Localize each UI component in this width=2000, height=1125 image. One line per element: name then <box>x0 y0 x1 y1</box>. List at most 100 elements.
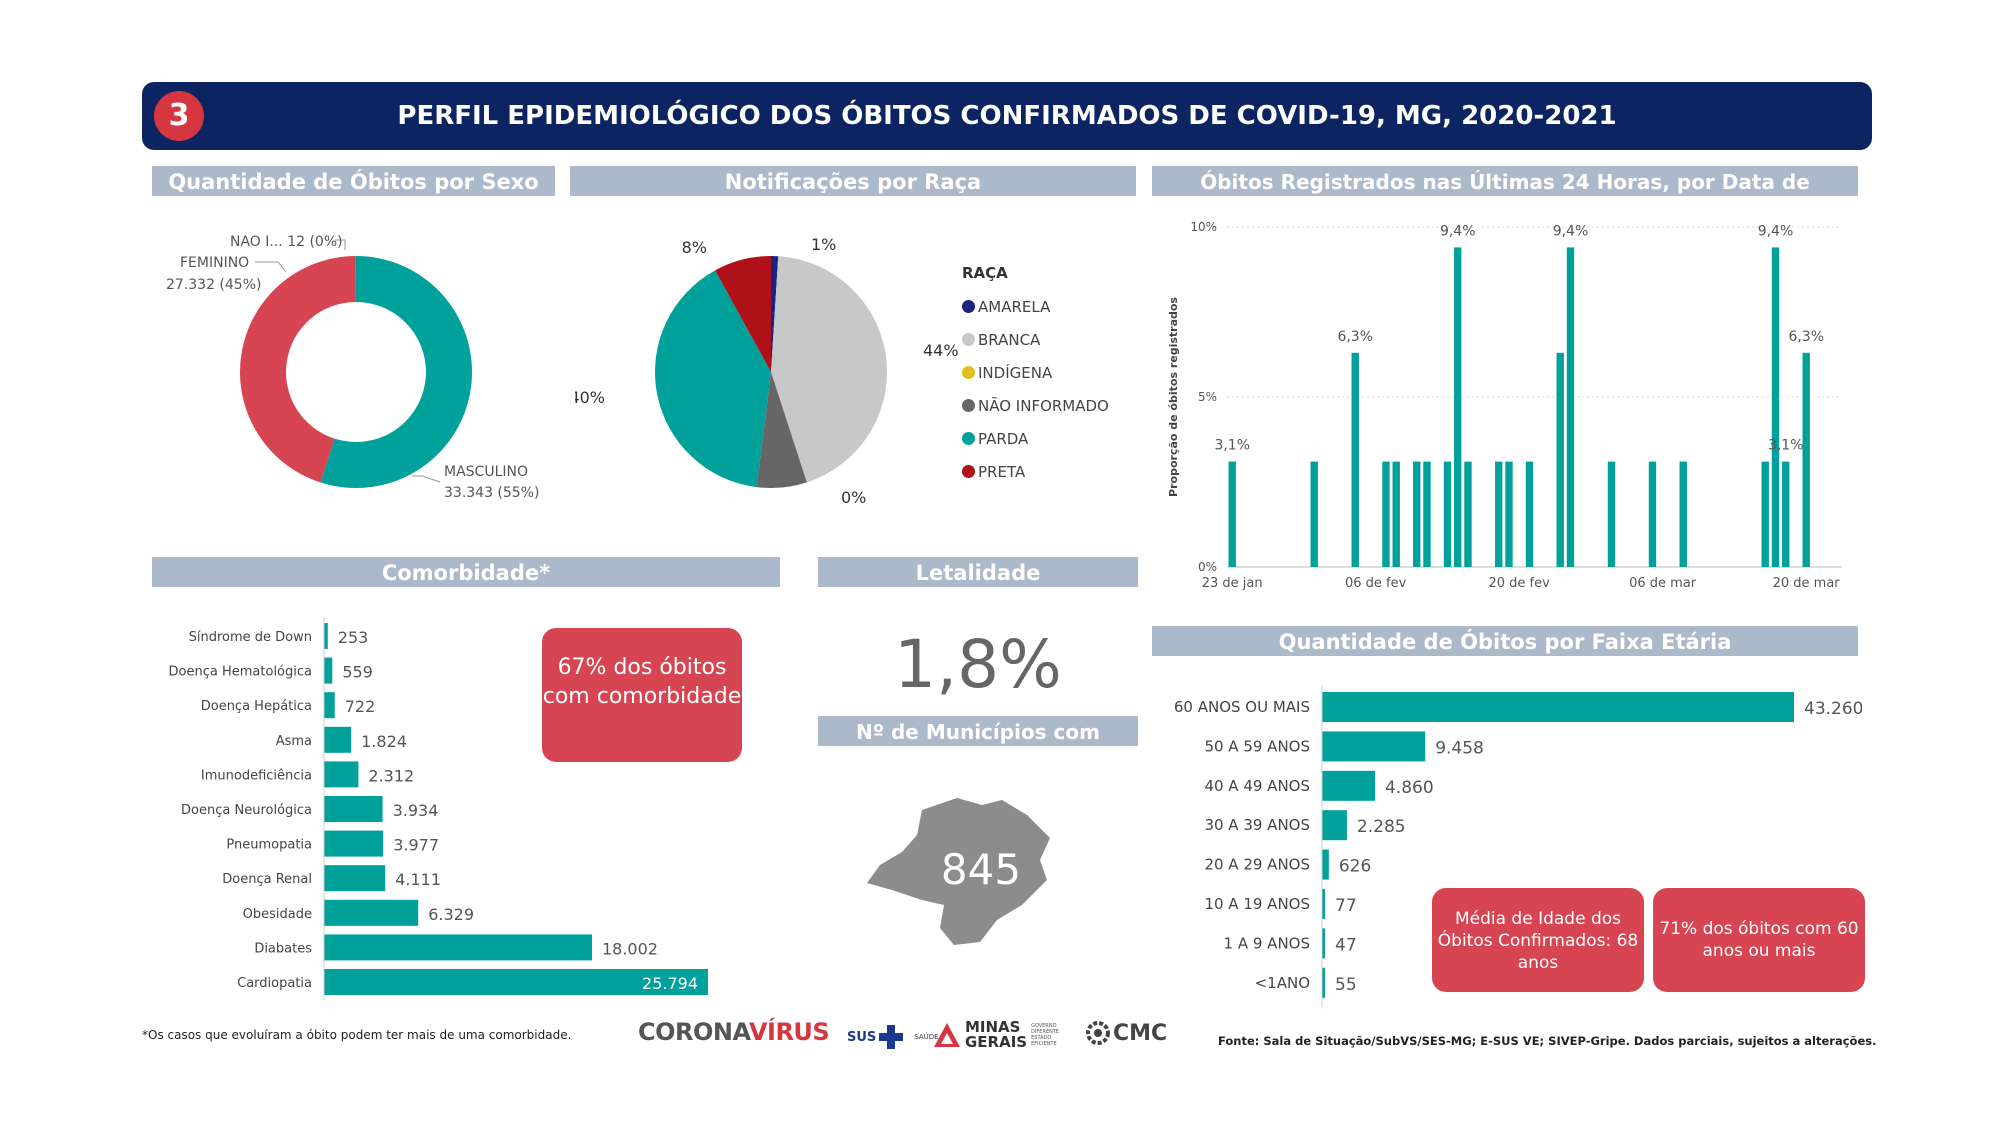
comorbidade-value-label: 1.824 <box>361 732 407 751</box>
faixa-etaria-category-label: 1 A 9 ANOS <box>1224 934 1310 952</box>
raca-pie-chart: 1% 44% 0% 40% 8% <box>575 235 959 507</box>
ultimas24h-bar <box>1607 461 1616 567</box>
ultimas24h-bar <box>1525 461 1534 567</box>
sexo-masculino-label: MASCULINO <box>444 464 528 480</box>
raca-slice-4 <box>655 270 771 488</box>
faixa-etaria-category-label: 30 A 39 ANOS <box>1204 816 1310 834</box>
faixa-etaria-value-label: 47 <box>1335 935 1357 955</box>
faixa-etaria-category-label: <1ANO <box>1255 974 1310 992</box>
comorbidade-bar <box>324 969 708 995</box>
faixa-etaria-value-label: 43.260 <box>1804 699 1862 719</box>
sexo-nao-informado-label: NAO I... 12 (0%) <box>230 234 343 250</box>
raca-slice-label: 0% <box>841 488 866 507</box>
raca-legend: AMARELA BRANCA INDÍGENA NÃO INFORMADO PARDA P… <box>962 290 1109 488</box>
legend-dot-icon <box>962 366 975 379</box>
data-source: Fonte: Sala de Situação/SubVS/SES-MG; E-… <box>1218 1034 1877 1048</box>
comorbidade-bar <box>324 796 383 822</box>
comorbidade-bar <box>324 692 335 719</box>
comorbidade-category-label: Obesidade <box>243 907 312 922</box>
raca-legend-item: PARDA <box>962 422 1109 455</box>
ultimas24h-bar-label: 9,4% <box>1758 223 1794 239</box>
comorbidade-bar <box>324 623 328 649</box>
raca-slice-label: 1% <box>811 235 836 254</box>
sexo-donut-chart <box>240 239 472 488</box>
cmc-logo: CMC <box>1085 1020 1167 1046</box>
comorbidade-value-label: 6.329 <box>428 905 474 924</box>
page-title: PERFIL EPIDEMIOLÓGICO DOS ÓBITOS CONFIRM… <box>397 101 1617 131</box>
sus-logo-text: SUS <box>847 1029 877 1045</box>
ultimas24h-bar <box>1351 352 1359 567</box>
ultimas24h-section-title: Óbitos Registrados nas Últimas 24 Horas,… <box>1152 166 1858 226</box>
comorbidade-footnote: *Os casos que evoluíram a óbito podem te… <box>142 1028 572 1042</box>
ultimas24h-bar <box>1228 461 1236 567</box>
comorbidade-category-label: Doença Hepática <box>201 699 312 714</box>
ultimas24h-bar <box>1802 352 1810 567</box>
raca-slice-0 <box>771 256 779 372</box>
ultimas24h-bar-label: 9,4% <box>1440 223 1476 239</box>
sexo-feminino-label: FEMININO <box>180 255 250 271</box>
minas-gerais-map-icon <box>867 798 1050 945</box>
legend-dot-icon <box>962 432 975 445</box>
comorbidade-value-label: 722 <box>345 697 376 716</box>
sus-logo: SUS SAÚDE <box>847 1024 939 1050</box>
coronavirus-logo-corona: CORONA <box>638 1018 749 1046</box>
raca-slice-label: 44% <box>923 341 959 360</box>
acima60-box: 71% dos óbitos com 60 anos ou mais <box>1653 888 1865 992</box>
comorbidade-category-label: Síndrome de Down <box>189 630 312 645</box>
faixa-section-title: Quantidade de Óbitos por Faixa Etária <box>1152 626 1858 656</box>
ultimas24h-bar <box>1782 461 1790 567</box>
comorbidade-category-label: Doença Neurológica <box>181 803 312 818</box>
comorbidade-category-label: Doença Renal <box>222 872 312 887</box>
comorbidade-bar <box>324 865 386 892</box>
raca-legend-label: PARDA <box>978 429 1029 448</box>
comorbidade-category-label: Pneumopatia <box>226 838 312 853</box>
comorbidade-highlight-box: 67% dos óbitos com comorbidade <box>542 628 742 762</box>
faixa-etaria-bar <box>1322 731 1426 762</box>
raca-section-title: Notificações por Raça <box>570 166 1136 196</box>
raca-legend-label: NÃO INFORMADO <box>978 396 1109 415</box>
media-idade-text: Média de Idade dos Óbitos Confirmados: 6… <box>1437 909 1639 973</box>
comorbidade-value-label: 2.312 <box>368 766 414 785</box>
comorbidade-bar <box>324 657 333 684</box>
nao-informado-leader <box>335 239 346 250</box>
ultimas24h-bar-label: 6,3% <box>1788 329 1824 345</box>
comorbidade-bar <box>324 830 384 857</box>
ultimas24h-bar <box>1464 461 1472 567</box>
faixa-etaria-bar <box>1322 928 1325 959</box>
raca-legend-item: NÃO INFORMADO <box>962 389 1109 422</box>
legend-dot-icon <box>962 300 975 313</box>
raca-legend-item: BRANCA <box>962 323 1109 356</box>
faixa-etaria-bar <box>1322 810 1347 841</box>
sexo-masculino-value: 33.343 (55%) <box>444 485 540 501</box>
raca-slice-1 <box>771 256 887 483</box>
media-idade-box: Média de Idade dos Óbitos Confirmados: 6… <box>1432 888 1644 992</box>
ultimas24h-bar <box>1679 461 1687 567</box>
raca-slice-5 <box>715 256 771 372</box>
gerais-text: GERAIS <box>965 1033 1028 1051</box>
raca-legend-item: AMARELA <box>962 290 1109 323</box>
x-tick-label: 06 de fev <box>1345 576 1407 591</box>
saude-logo-text: SAÚDE <box>914 1033 939 1041</box>
x-tick-label: 20 de fev <box>1488 576 1550 591</box>
letalidade-section-title: Letalidade <box>818 557 1138 587</box>
faixa-etaria-category-label: 40 A 49 ANOS <box>1204 777 1310 795</box>
letalidade-value: 1,8% <box>894 626 1062 703</box>
minas-gerais-triangle-icon <box>934 1023 960 1047</box>
raca-slice-label: 8% <box>682 238 707 257</box>
faixa-etaria-category-label: 50 A 59 ANOS <box>1204 737 1310 755</box>
comorbidade-bar <box>324 899 419 926</box>
faixa-etaria-value-label: 4.860 <box>1385 778 1434 798</box>
ultimas24h-bar-chart: 0% 5% 10% Proporção de óbitos registrados 23… <box>1167 220 1842 591</box>
ultimas24h-bar <box>1556 352 1564 567</box>
masculino-leader <box>412 475 441 483</box>
faixa-etaria-value-label: 2.285 <box>1357 817 1406 837</box>
minas-gerais-logo: MINAS GERAIS GOVERNO DIFERENTE ESTADO EF… <box>933 1020 1065 1050</box>
sexo-feminino-value: 27.332 (45%) <box>166 277 262 293</box>
faixa-etaria-bar <box>1322 967 1325 998</box>
ultimas24h-bar <box>1392 461 1400 567</box>
comorbidade-category-label: Asma <box>276 734 312 749</box>
ultimas24h-bar <box>1505 461 1513 567</box>
faixa-etaria-bar-chart: 60 ANOS OU MAIS 43.260 50 A 59 ANOS 9.458 40… <box>1174 686 1862 1008</box>
page-header: 3 PERFIL EPIDEMIOLÓGICO DOS ÓBITOS CONFI… <box>142 82 1872 150</box>
x-tick-label: 23 de jan <box>1202 576 1263 591</box>
